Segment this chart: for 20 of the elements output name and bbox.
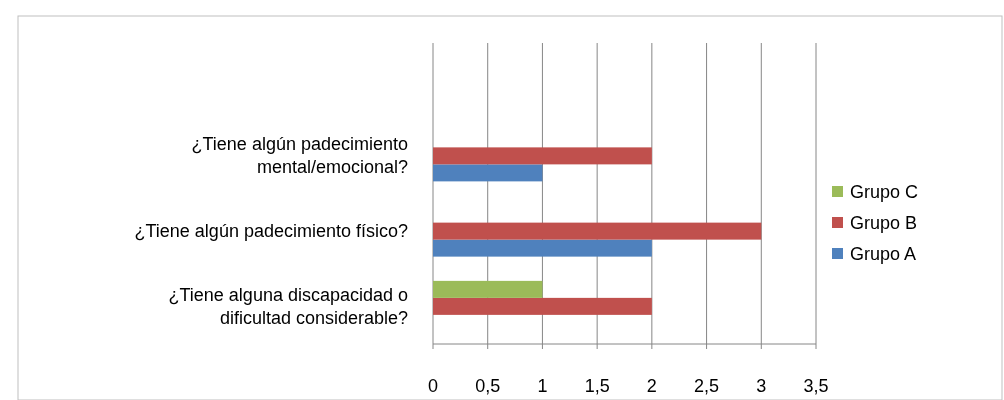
y-tick-label: ¿Tiene alguna discapacidad o dificultad considerable? (168, 284, 408, 328)
x-tick-label: 1,5 (584, 376, 610, 396)
bar (433, 239, 652, 257)
x-tick-label: 2,5 (694, 376, 720, 396)
legend-label: Grupo C (850, 182, 919, 202)
x-tick-label: 2 (646, 376, 657, 396)
bar (433, 164, 543, 182)
bar (433, 147, 652, 165)
x-tick-label: 3,5 (803, 376, 829, 396)
x-tick-label: 0 (427, 376, 439, 396)
legend-label: Grupo B (850, 213, 918, 233)
bar (433, 222, 762, 240)
bar (433, 280, 543, 298)
x-tick-label: 0,5 (475, 376, 501, 396)
y-tick-label: ¿Tiene algún padecimiento físico? (134, 221, 408, 242)
x-tick-label: 3 (756, 376, 767, 396)
bar (433, 297, 652, 315)
x-tick-label: 1 (537, 376, 548, 396)
y-tick-label: ¿Tiene algún padecimiento mental/emocional? (191, 134, 408, 178)
legend-label: Grupo A (850, 244, 917, 264)
